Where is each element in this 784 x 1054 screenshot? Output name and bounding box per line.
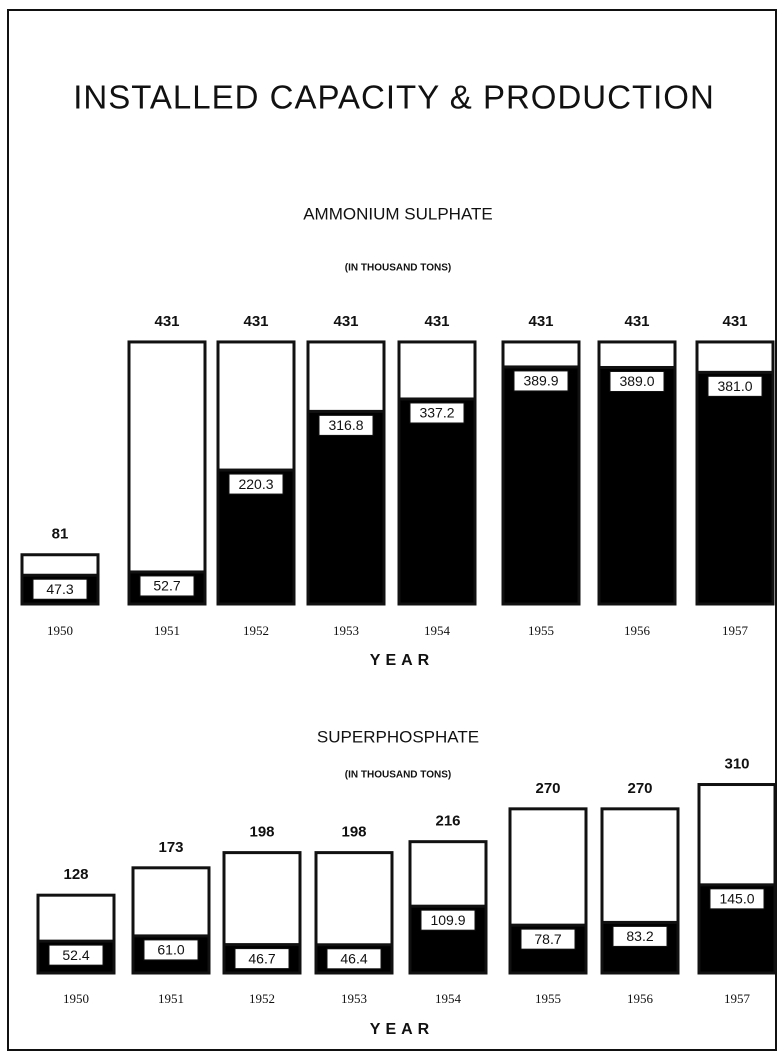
production-label: 109.9 (430, 912, 465, 928)
chart-title: SUPERPHOSPHATE (317, 727, 479, 746)
x-tick-label: 1951 (158, 991, 184, 1006)
production-label: 61.0 (157, 942, 184, 958)
capacity-label: 431 (424, 313, 449, 330)
capacity-label: 198 (341, 824, 366, 841)
x-tick-label: 1954 (435, 991, 462, 1006)
x-tick-label: 1950 (47, 623, 73, 638)
chart-title: AMMONIUM SULPHATE (303, 204, 493, 223)
production-label: 83.2 (626, 928, 653, 944)
production-label: 52.4 (62, 947, 89, 963)
production-label: 381.0 (717, 378, 752, 394)
capacity-label: 270 (535, 780, 560, 797)
production-label-box (318, 414, 374, 436)
x-tick-label: 1954 (424, 623, 451, 638)
production-label-box (520, 928, 576, 950)
x-tick-label: 1951 (154, 623, 180, 638)
production-bar (306, 409, 386, 606)
production-label: 389.9 (523, 373, 558, 389)
capacity-label: 431 (333, 313, 358, 330)
x-tick-label: 1952 (243, 623, 269, 638)
production-label: 316.8 (328, 417, 363, 433)
production-label: 78.7 (534, 931, 561, 947)
production-label-box (234, 948, 290, 970)
production-label: 389.0 (619, 373, 654, 389)
production-label-box (48, 944, 104, 966)
x-tick-label: 1952 (249, 991, 275, 1006)
production-label-box (32, 578, 88, 600)
capacity-label: 431 (154, 313, 179, 330)
capacity-bar (127, 340, 207, 606)
production-bar (397, 397, 477, 606)
capacity-label: 128 (63, 866, 88, 883)
production-label: 337.2 (419, 405, 454, 421)
x-tick-label: 1950 (63, 991, 89, 1006)
production-label-box (409, 402, 465, 424)
x-tick-label: 1953 (341, 991, 367, 1006)
capacity-label: 216 (435, 813, 460, 830)
production-label-box (707, 375, 763, 397)
capacity-label: 198 (249, 824, 274, 841)
x-axis-label: YEAR (370, 1021, 434, 1038)
x-tick-label: 1957 (722, 623, 749, 638)
capacity-label: 431 (722, 313, 747, 330)
capacity-label: 81 (52, 526, 69, 543)
x-tick-label: 1953 (333, 623, 359, 638)
capacity-label: 173 (158, 839, 183, 856)
x-tick-label: 1957 (724, 991, 751, 1006)
production-label-box (143, 939, 199, 961)
chart-subtitle: (IN THOUSAND TONS) (345, 770, 451, 781)
production-label: 145.0 (719, 891, 754, 907)
x-tick-label: 1956 (624, 623, 651, 638)
capacity-label: 310 (724, 755, 749, 772)
production-label: 47.3 (46, 581, 73, 597)
production-label: 46.4 (340, 950, 367, 966)
production-label: 220.3 (238, 476, 273, 492)
production-label: 46.7 (248, 950, 275, 966)
capacity-label: 431 (528, 313, 553, 330)
capacity-label: 431 (624, 313, 649, 330)
x-tick-label: 1956 (627, 991, 654, 1006)
production-label-box (228, 473, 284, 495)
production-bar (501, 365, 581, 606)
production-label-box (609, 370, 665, 392)
x-axis-label: YEAR (370, 652, 434, 669)
capacity-label: 270 (627, 780, 652, 797)
production-label-box (513, 370, 569, 392)
x-tick-label: 1955 (535, 991, 561, 1006)
production-bar (695, 370, 775, 606)
capacity-label: 431 (243, 313, 268, 330)
production-label-box (420, 909, 476, 931)
production-label-box (326, 948, 382, 970)
production-label: 52.7 (153, 578, 180, 594)
chart-subtitle: (IN THOUSAND TONS) (345, 263, 451, 274)
frame (7, 9, 777, 1051)
production-bar (597, 365, 677, 606)
production-label-box (612, 925, 668, 947)
x-tick-label: 1955 (528, 623, 554, 638)
page-title: INSTALLED CAPACITY & PRODUCTION (73, 79, 715, 116)
production-label-box (139, 575, 195, 597)
production-label-box (709, 888, 765, 910)
